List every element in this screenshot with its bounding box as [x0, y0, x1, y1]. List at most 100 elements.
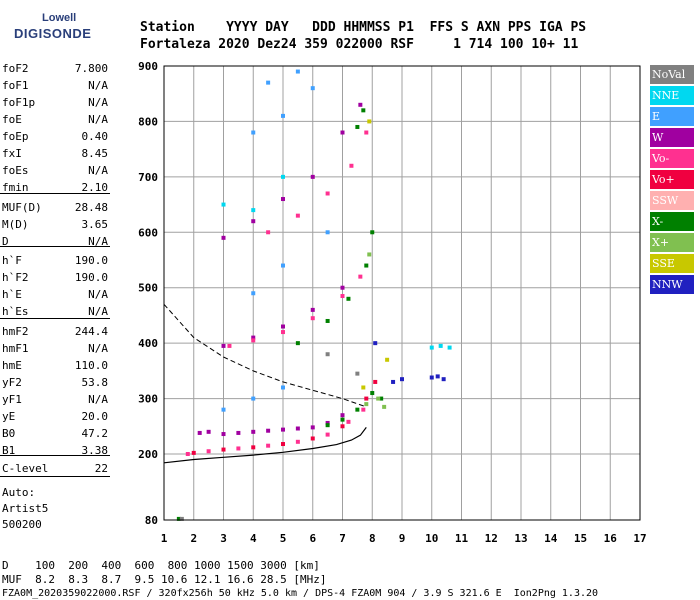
param-name: h`E: [2, 288, 22, 301]
param-value: N/A: [88, 235, 108, 248]
data-point: [340, 413, 345, 418]
data-point: [391, 379, 396, 384]
data-point: [197, 430, 202, 435]
x-tick-label: 2: [190, 532, 197, 545]
trace-x-: [176, 108, 384, 521]
param-name: yE: [2, 410, 16, 423]
data-point: [251, 335, 256, 340]
param-name: foF2: [2, 62, 29, 75]
data-point: [176, 516, 181, 521]
param-b1: B1 3.38: [2, 442, 108, 459]
x-tick-label: 4: [250, 532, 257, 545]
data-point: [340, 424, 345, 429]
param-value: 190.0: [74, 254, 108, 267]
data-point: [191, 450, 196, 455]
data-point: [355, 371, 360, 376]
param-value: 47.2: [81, 427, 109, 440]
param-hmf1: hmF1 N/A: [2, 340, 108, 357]
trace-nnw: [373, 341, 446, 384]
param-name: B1: [2, 444, 16, 457]
param-name: C-level: [2, 462, 49, 475]
param-value: 20.0: [81, 410, 109, 423]
data-point: [438, 343, 443, 348]
data-point: [281, 427, 285, 432]
x-tick-label: 17: [633, 532, 646, 545]
data-point: [266, 428, 271, 433]
plot-points: [176, 69, 452, 521]
legend-item-nnw: NNW: [650, 275, 694, 294]
x-tick-label: 15: [574, 532, 587, 545]
x-tick-label: 11: [455, 532, 469, 545]
y-tick-label: 900: [138, 60, 158, 73]
param-name: foE: [2, 113, 22, 126]
data-point: [358, 274, 363, 279]
trace-nne: [221, 174, 452, 350]
data-point: [281, 113, 285, 118]
trace-vo-: [191, 379, 378, 455]
param-name: h`Es: [2, 305, 29, 318]
trace-sse: [361, 119, 390, 390]
param-separator: [0, 476, 110, 477]
x-tick-label: 10: [425, 532, 438, 545]
param-hmf2: hmF2 244.4: [2, 323, 108, 340]
data-point: [221, 447, 226, 452]
data-point: [206, 429, 211, 434]
param-name: foEp: [2, 130, 29, 143]
data-point: [325, 191, 330, 196]
param-value: 2.10: [81, 181, 109, 194]
param-name: B0: [2, 427, 16, 440]
data-point: [185, 452, 190, 456]
param-foes: foEs N/A: [2, 162, 108, 179]
data-point: [358, 102, 363, 107]
data-point: [227, 343, 232, 348]
data-point: [266, 80, 271, 85]
data-point: [370, 230, 375, 235]
param-yf2: yF2 53.8: [2, 374, 108, 391]
param-value: 190.0: [74, 271, 108, 284]
plot-curves: [163, 303, 367, 464]
auto-artist: Artist5: [2, 502, 49, 515]
data-point: [281, 197, 285, 202]
x-tick-label: 7: [339, 532, 346, 545]
param-name: hmF2: [2, 325, 29, 338]
param-name: D: [2, 235, 9, 248]
param-d: D N/A: [2, 233, 108, 250]
data-point: [364, 130, 369, 135]
param-value: 7.800: [74, 62, 108, 75]
logo-digisonde: DIGISONDE: [14, 26, 92, 41]
data-point: [376, 396, 381, 401]
data-point: [251, 219, 256, 224]
data-point: [346, 419, 351, 424]
plot-frame: [163, 65, 641, 521]
data-point: [221, 432, 226, 437]
trace-vo-: [185, 130, 369, 456]
x-tick-label: 9: [399, 532, 406, 545]
param-value: N/A: [88, 393, 108, 406]
param-separator: [0, 455, 110, 456]
param-value: N/A: [88, 79, 108, 92]
param-name: yF1: [2, 393, 22, 406]
data-point: [435, 374, 440, 379]
header-row-values: Fortaleza 2020 Dez24 359 022000 RSF 1 71…: [140, 37, 579, 52]
param-fof2: foF2 7.800: [2, 60, 108, 77]
param-h-es: h`Es N/A: [2, 303, 108, 320]
data-point: [340, 417, 345, 422]
y-tick-label: 400: [138, 337, 158, 350]
footer-muf-row: MUF 8.2 8.3 8.7 9.5 10.6 12.1 16.6 28.5 …: [2, 573, 327, 586]
param-hme: hmE 110.0: [2, 357, 108, 374]
legend-item-vo-: Vo+: [650, 170, 694, 189]
trace-noval: [179, 352, 360, 521]
param-name: yF2: [2, 376, 22, 389]
data-point: [325, 230, 330, 235]
y-tick-label: 80: [145, 514, 158, 527]
data-point: [236, 430, 241, 435]
data-point: [361, 407, 366, 412]
data-point: [251, 208, 256, 213]
data-point: [340, 294, 345, 299]
legend-item-nne: NNE: [650, 86, 694, 105]
data-point: [281, 442, 285, 447]
legend-item-x-: X+: [650, 233, 694, 252]
data-point: [179, 516, 184, 521]
param-name: foF1: [2, 79, 29, 92]
